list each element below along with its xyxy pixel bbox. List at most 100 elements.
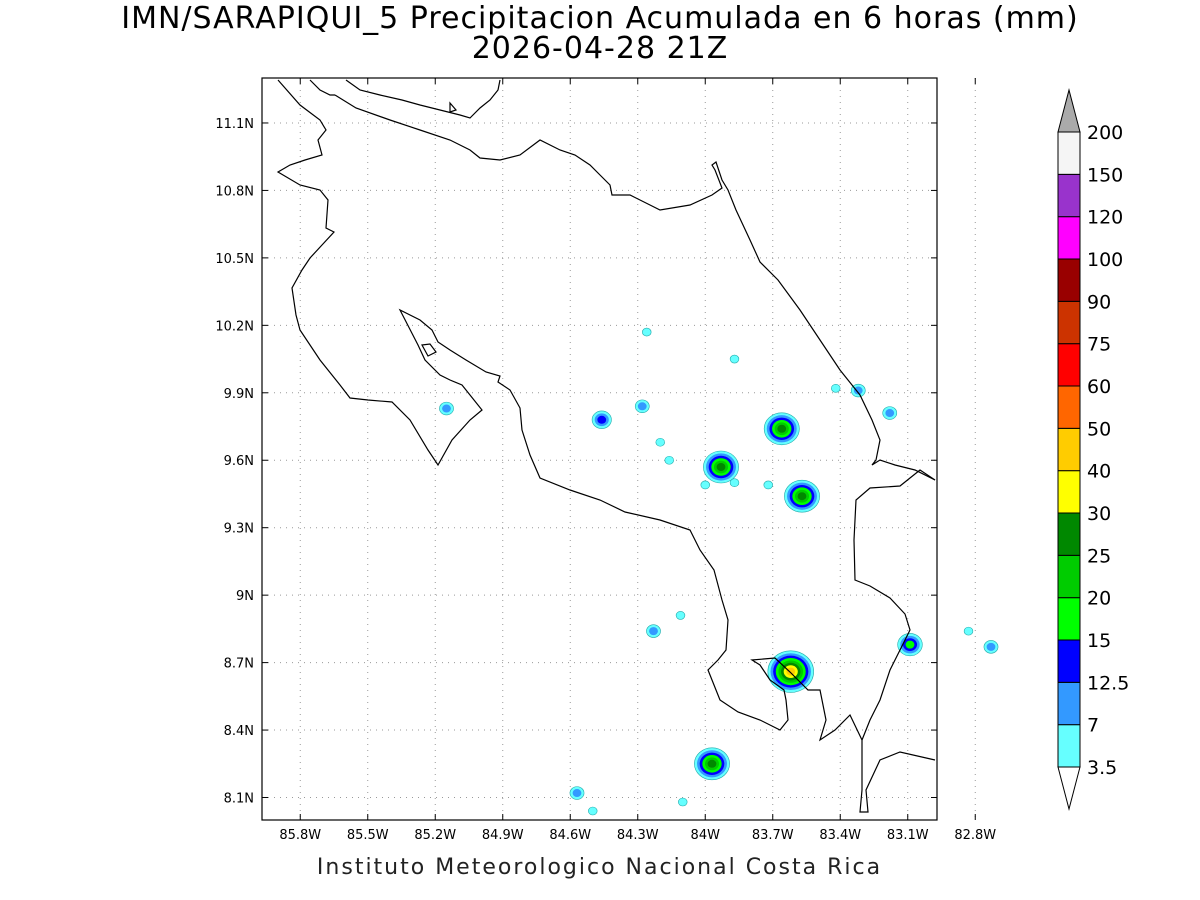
x-tick-label: 84W bbox=[691, 828, 721, 843]
y-tick-label: 10.2N bbox=[215, 319, 254, 334]
precip-cell bbox=[963, 626, 974, 636]
legend-level-label: 200 bbox=[1087, 122, 1123, 144]
precip-cell bbox=[729, 354, 740, 364]
precip-contour bbox=[637, 402, 647, 411]
precip-contour bbox=[572, 789, 582, 798]
y-tick-label: 11.1N bbox=[215, 117, 254, 132]
legend-swatch bbox=[1057, 173, 1081, 218]
precip-contour bbox=[707, 759, 717, 768]
precip-cell bbox=[655, 437, 665, 447]
precip-cell bbox=[763, 412, 800, 446]
precip-contour bbox=[885, 409, 895, 418]
y-tick-label: 10.8N bbox=[215, 184, 254, 199]
x-tick-label: 83.4W bbox=[819, 828, 861, 843]
graticule-grid bbox=[262, 78, 976, 820]
precipitation-field bbox=[439, 327, 999, 816]
y-tick-label: 8.7N bbox=[224, 657, 254, 672]
precip-contour bbox=[655, 437, 665, 447]
legend-swatch bbox=[1057, 470, 1081, 514]
legend-level-label: 40 bbox=[1087, 461, 1111, 483]
legend-min-arrow bbox=[1057, 766, 1081, 811]
precip-cell bbox=[850, 383, 866, 398]
precip-contour bbox=[797, 492, 807, 501]
legend-swatch bbox=[1057, 131, 1081, 175]
legend-level-label: 50 bbox=[1087, 418, 1111, 440]
x-tick-label: 84.6W bbox=[549, 828, 591, 843]
legend-max-arrow bbox=[1057, 88, 1081, 133]
precip-contour bbox=[678, 797, 688, 807]
y-tick-label: 10.5N bbox=[215, 252, 254, 267]
y-tick-label: 9.6N bbox=[224, 454, 254, 469]
precip-cell bbox=[642, 327, 652, 337]
precip-contour bbox=[675, 611, 686, 620]
x-tick-label: 82.8W bbox=[954, 828, 996, 843]
precip-cell bbox=[675, 611, 686, 620]
x-tick-label: 83.1W bbox=[887, 828, 929, 843]
legend-swatch bbox=[1057, 343, 1081, 387]
legend-swatch bbox=[1057, 724, 1081, 768]
legend-swatch bbox=[1057, 681, 1081, 726]
precip-cell bbox=[664, 455, 674, 465]
x-tick-label: 85.2W bbox=[414, 828, 456, 843]
precip-cell bbox=[700, 480, 710, 490]
precip-cell bbox=[588, 806, 598, 816]
precip-cell bbox=[646, 624, 661, 638]
legend-level-label: 20 bbox=[1087, 588, 1111, 610]
x-tick-label: 85.5W bbox=[347, 828, 389, 843]
x-tick-label: 84.9W bbox=[482, 828, 524, 843]
precip-cell bbox=[703, 450, 739, 484]
precip-cell bbox=[897, 633, 923, 657]
precip-contour bbox=[729, 478, 740, 488]
precip-cell bbox=[634, 399, 650, 413]
legend-swatch bbox=[1057, 427, 1081, 472]
precip-contour bbox=[649, 627, 658, 636]
precip-contour bbox=[905, 640, 915, 649]
legend-swatch bbox=[1057, 216, 1081, 260]
legend-level-label: 100 bbox=[1087, 249, 1123, 271]
y-tick-label: 9.3N bbox=[224, 522, 254, 537]
precip-contour bbox=[763, 480, 773, 490]
legend-level-label: 15 bbox=[1087, 630, 1111, 652]
precip-contour bbox=[777, 424, 787, 433]
legend-swatch bbox=[1057, 300, 1081, 345]
precip-cell bbox=[763, 480, 773, 490]
map-subtitle-date: 2026-04-28 21Z bbox=[471, 31, 729, 66]
legend-level-label: 12.5 bbox=[1087, 672, 1129, 694]
precip-cell bbox=[729, 478, 740, 488]
legend-level-label: 120 bbox=[1087, 207, 1123, 229]
precip-contour bbox=[700, 480, 710, 490]
x-tick-label: 83.7W bbox=[752, 828, 794, 843]
x-tick-label: 85.8W bbox=[279, 828, 321, 843]
precip-cell bbox=[569, 786, 585, 800]
precip-cell bbox=[439, 401, 454, 416]
legend-level-label: 60 bbox=[1087, 376, 1111, 398]
precip-cell bbox=[591, 410, 612, 429]
axis-ticks: 85.8W 85.5W 85.2W 84.9W 84.6W 84.3W 84W 83.7W 83… bbox=[215, 78, 996, 843]
precip-contour bbox=[664, 455, 674, 465]
legend-level-label: 3.5 bbox=[1087, 757, 1117, 779]
precip-contour bbox=[853, 386, 863, 395]
legend-level-label: 90 bbox=[1087, 291, 1111, 313]
precip-contour bbox=[963, 626, 974, 636]
precip-contour bbox=[831, 383, 841, 393]
legend-swatch bbox=[1057, 597, 1081, 641]
legend-level-label: 150 bbox=[1087, 164, 1123, 186]
coastline bbox=[276, 79, 936, 813]
legend-swatch bbox=[1057, 554, 1081, 599]
precip-cell bbox=[882, 406, 898, 420]
precip-contour bbox=[597, 415, 607, 424]
precip-cell bbox=[678, 797, 688, 807]
y-tick-label: 9.9N bbox=[224, 387, 254, 402]
precip-contour bbox=[588, 806, 598, 816]
x-tick-label: 84.3W bbox=[617, 828, 659, 843]
precip-cell bbox=[831, 383, 841, 393]
map-frame bbox=[261, 77, 938, 821]
precip-contour bbox=[642, 327, 652, 337]
precip-cell bbox=[784, 479, 820, 513]
legend-swatch bbox=[1057, 258, 1081, 302]
precip-cell bbox=[767, 650, 814, 693]
legend-level-label: 25 bbox=[1087, 545, 1111, 567]
precip-contour bbox=[986, 642, 996, 651]
precip-contour bbox=[716, 462, 726, 471]
